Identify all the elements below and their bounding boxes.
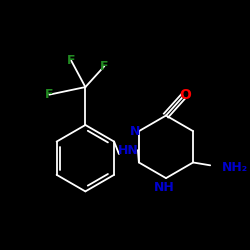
Text: NH₂: NH₂ bbox=[222, 161, 248, 174]
Text: F: F bbox=[100, 60, 108, 73]
Text: O: O bbox=[179, 88, 191, 102]
Text: NH: NH bbox=[154, 181, 174, 194]
Text: F: F bbox=[67, 54, 76, 67]
Text: N: N bbox=[130, 125, 140, 138]
Text: HN: HN bbox=[118, 144, 139, 157]
Text: F: F bbox=[45, 88, 54, 101]
